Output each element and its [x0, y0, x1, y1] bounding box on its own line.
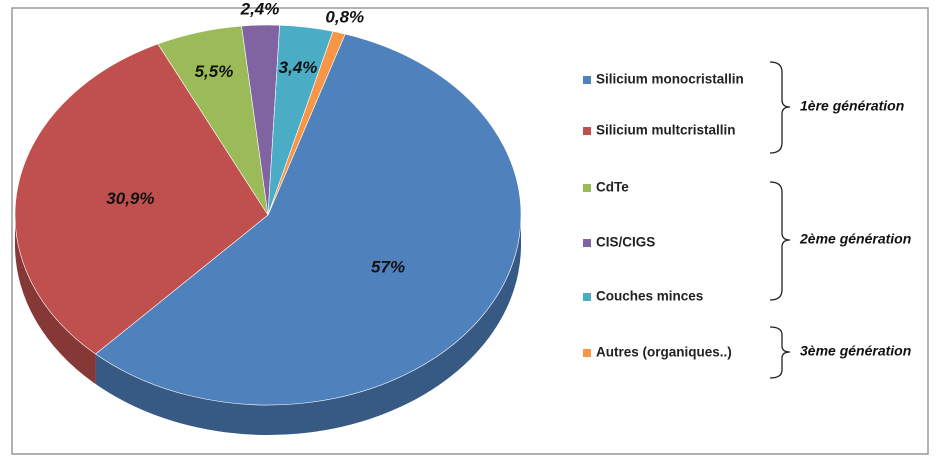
group-label: 2ème génération — [799, 231, 911, 247]
value-label: 5,5% — [195, 62, 234, 81]
brackets — [769, 61, 791, 379]
slice-side — [15, 215, 96, 385]
group-label: 1ère génération — [800, 98, 904, 114]
legend-swatch — [583, 349, 591, 357]
legend-swatch — [583, 239, 591, 247]
slice — [14, 43, 269, 355]
legend-label: CdTe — [596, 180, 629, 195]
legend-swatch — [583, 184, 591, 192]
bracket — [769, 61, 791, 154]
legend-label: Silicium monocristallin — [596, 72, 744, 87]
legend-label: Couches minces — [596, 289, 703, 304]
bracket — [769, 326, 791, 379]
legend-label: Autres (organiques..) — [596, 345, 732, 360]
value-label: 57% — [371, 257, 405, 276]
legend-swatch — [583, 127, 591, 135]
legend-label: Silicium multcristallin — [596, 123, 736, 138]
value-label: 3,4% — [279, 58, 318, 77]
value-label: 30,9% — [106, 189, 154, 208]
slice — [95, 33, 522, 406]
value-label: 2,4% — [240, 0, 280, 18]
group-label: 3ème génération — [800, 343, 911, 359]
slice — [267, 31, 346, 216]
bracket — [769, 181, 791, 301]
legend-label: CIS/CIGS — [596, 235, 655, 250]
legend-swatch — [583, 76, 591, 84]
legend-swatch — [583, 293, 591, 301]
slice-side — [95, 215, 521, 435]
value-label: 0,8% — [325, 8, 364, 27]
